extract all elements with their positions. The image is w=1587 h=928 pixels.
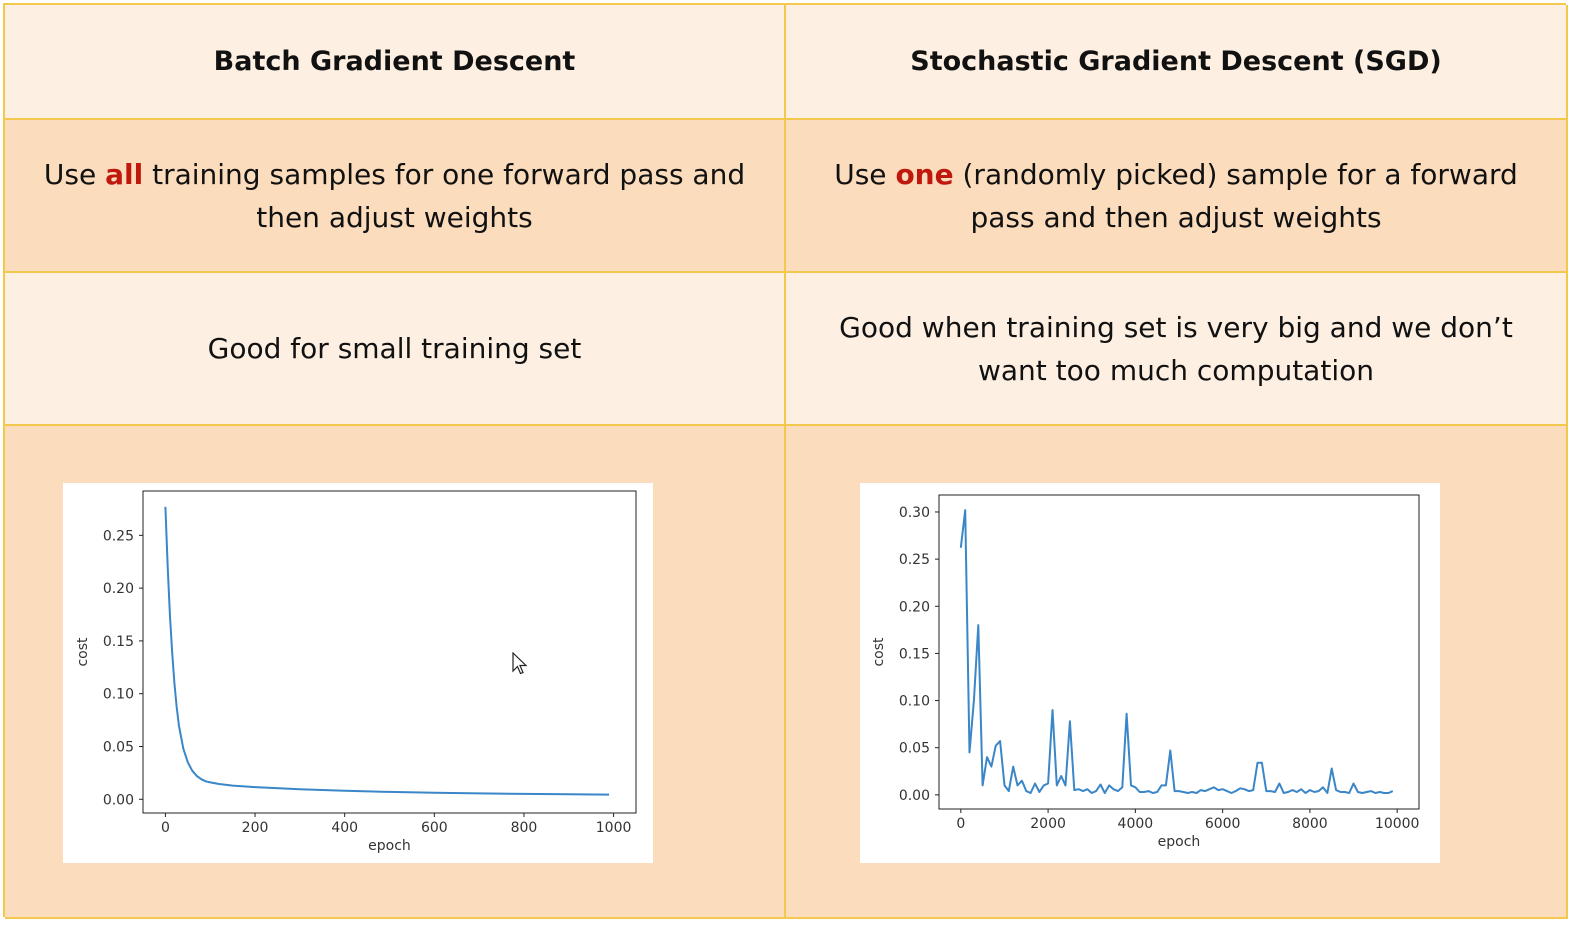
y-tick-label: 0.20	[103, 581, 134, 597]
batch-description: Use all training samples for one forward…	[5, 120, 786, 273]
batch-cost-chart: 0 200 400 600 800 1000 0.00 0.05 0.10 0.15 0.20 0.2…	[75, 490, 637, 854]
batch-desc-highlight: all	[105, 157, 144, 191]
y-tick-label: 0.25	[899, 552, 930, 568]
x-axis-label: epoch	[1158, 834, 1201, 850]
header-batch: Batch Gradient Descent	[5, 5, 786, 120]
y-tick-label: 0.00	[103, 792, 134, 808]
sgd-chart-panel: 0 2000 4000 6000 8000 10000 0.00 0.05 0.10 0.15 0.…	[860, 483, 1440, 863]
cost-series-line	[164, 506, 610, 796]
y-tick-label: 0.30	[899, 505, 930, 521]
batch-desc-after: training samples for one forward pass an…	[143, 157, 746, 234]
header-sgd: Stochastic Gradient Descent (SGD)	[786, 5, 1568, 120]
x-tick-label: 400	[331, 820, 358, 836]
x-tick-label: 0	[161, 820, 170, 836]
y-tick-label: 0.00	[899, 788, 930, 804]
x-tick-label: 1000	[596, 820, 632, 836]
y-tick-label: 0.25	[103, 528, 134, 544]
x-tick-label: 0	[956, 816, 965, 832]
sgd-chart-cell: 0 2000 4000 6000 8000 10000 0.00 0.05 0.10 0.15 0.…	[786, 426, 1568, 919]
sgd-use-case: Good when training set is very big and w…	[786, 273, 1568, 426]
y-axis-label: cost	[75, 637, 91, 667]
sgd-desc-before: Use	[834, 157, 896, 191]
cost-series-line	[959, 509, 1394, 794]
mouse-cursor-icon	[512, 652, 528, 675]
batch-use-case: Good for small training set	[5, 273, 786, 426]
x-tick-label: 6000	[1205, 816, 1241, 832]
y-tick-label: 0.15	[103, 634, 134, 650]
x-tick-label: 800	[511, 820, 538, 836]
sgd-desc-highlight: one	[895, 157, 954, 191]
y-tick-label: 0.10	[103, 687, 134, 703]
x-tick-label: 200	[242, 820, 269, 836]
x-tick-label: 2000	[1030, 816, 1066, 832]
y-tick-label: 0.05	[103, 739, 134, 755]
sgd-desc-after: (randomly picked) sample for a forward p…	[953, 157, 1518, 234]
plot-frame	[142, 490, 637, 814]
sgd-description: Use one (randomly picked) sample for a f…	[786, 120, 1568, 273]
x-tick-label: 4000	[1118, 816, 1154, 832]
y-tick-label: 0.20	[899, 599, 930, 615]
comparison-table: Batch Gradient Descent Stochastic Gradie…	[3, 3, 1568, 919]
y-axis-label: cost	[871, 637, 887, 667]
sgd-cost-chart: 0 2000 4000 6000 8000 10000 0.00 0.05 0.10 0.15 0.…	[871, 494, 1420, 850]
x-tick-label: 8000	[1292, 816, 1328, 832]
y-tick-label: 0.10	[899, 694, 930, 710]
x-tick-label: 600	[421, 820, 448, 836]
batch-chart-panel: 0 200 400 600 800 1000 0.00 0.05 0.10 0.15 0.20 0.2…	[63, 483, 653, 863]
y-tick-label: 0.05	[899, 741, 930, 757]
y-tick-label: 0.15	[899, 646, 930, 662]
batch-desc-before: Use	[43, 157, 106, 191]
x-axis-label: epoch	[368, 838, 411, 854]
x-tick-label: 10000	[1375, 816, 1420, 832]
batch-chart-cell: 0 200 400 600 800 1000 0.00 0.05 0.10 0.15 0.20 0.2…	[5, 426, 786, 919]
plot-frame	[938, 494, 1420, 810]
